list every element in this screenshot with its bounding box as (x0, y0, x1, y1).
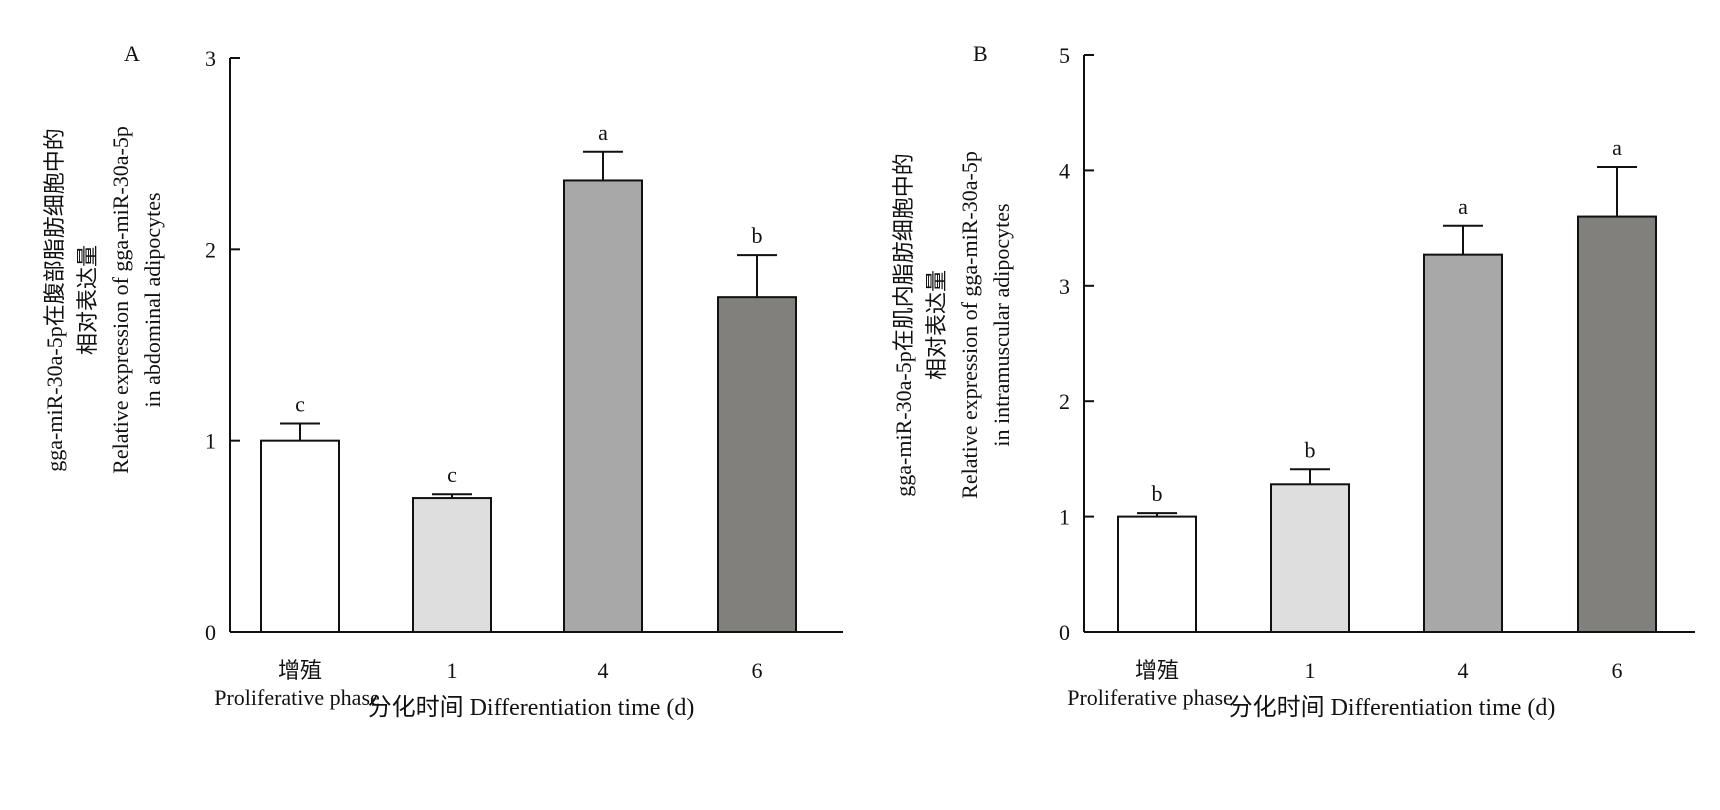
panel-b-bar-1 (1270, 483, 1350, 633)
panel-a-label: A (124, 41, 140, 66)
panel-b-chart: B gga-miR-30a-5p在肌内脂肪细胞中的 相对表达量 Relative… (891, 41, 1695, 721)
panel-a-ytick-label: 3 (205, 46, 216, 71)
panel-a-significance-3: b (752, 223, 763, 248)
panel-a-ylabel-zh-2: 相对表达量 (75, 245, 100, 355)
panel-b-category-0: 增殖 (1135, 658, 1179, 683)
panel-a-significance-2: a (598, 120, 608, 145)
panel-b-significance-3: a (1612, 135, 1622, 160)
panel-a-ytick-label: 0 (205, 620, 216, 645)
panel-a-bar-0 (260, 439, 340, 633)
panel-b-ytick-label: 2 (1059, 389, 1070, 414)
panel-b-ytick-label: 4 (1059, 158, 1070, 183)
panel-b-significance-2: a (1458, 194, 1468, 219)
panel-a-xlabel: 分化时间 Differentiation time (d) (368, 694, 695, 721)
panel-a-plot-area: 0 1 2 3 c 增殖 c 1 a 4 b 6 (205, 46, 843, 683)
panel-b-ytick-label: 3 (1059, 274, 1070, 299)
panel-b-category-3: 6 (1612, 658, 1623, 683)
panel-b-ylabel-zh-1: gga-miR-30a-5p在肌内脂肪细胞中的 (891, 153, 916, 496)
panel-b-plot-area: 0 1 2 3 4 5 b 增殖 b 1 a 4 a 6 (1059, 43, 1695, 683)
panel-a-category-sublabel: Proliferative phase (214, 685, 380, 710)
panel-a-significance-0: c (295, 391, 305, 416)
panel-a-bar-3 (717, 296, 797, 633)
panel-a-ylabel-zh-1: gga-miR-30a-5p在腹部脂肪细胞中的 (42, 128, 67, 471)
panel-a-category-1: 1 (447, 658, 458, 683)
panel-a-category-2: 4 (598, 658, 609, 683)
panel-b-ytick-label: 5 (1059, 43, 1070, 68)
panel-b-ytick-label: 1 (1059, 505, 1070, 530)
panel-b-bar-3 (1577, 215, 1657, 633)
panel-a-ylabel-en-2: in abdominal adipocytes (140, 192, 165, 407)
panel-b-category-2: 4 (1458, 658, 1469, 683)
panel-a-bar-1 (412, 497, 492, 634)
panel-b-significance-0: b (1152, 481, 1163, 506)
panel-b-ylabel-zh-2: 相对表达量 (924, 270, 949, 380)
panel-b-ytick-label: 0 (1059, 620, 1070, 645)
panel-b-label: B (973, 41, 988, 66)
panel-a-category-3: 6 (752, 658, 763, 683)
panel-b-ylabel-en-1: Relative expression of gga-miR-30a-5p (957, 151, 982, 499)
panel-a-significance-1: c (447, 462, 457, 487)
panel-a-ytick-label: 1 (205, 429, 216, 454)
panel-a-ylabel-en-1: Relative expression of gga-miR-30a-5p (108, 126, 133, 474)
panel-b-xlabel: 分化时间 Differentiation time (d) (1229, 694, 1556, 721)
panel-b-significance-1: b (1305, 437, 1316, 462)
panel-a-bar-2 (563, 179, 643, 633)
panel-b-category-1: 1 (1305, 658, 1316, 683)
panel-b-bar-0 (1117, 515, 1197, 633)
panel-a-category-0: 增殖 (278, 658, 322, 683)
panel-b-category-sublabel: Proliferative phase (1067, 685, 1233, 710)
panel-a-ytick-label: 2 (205, 237, 216, 262)
panel-b-ylabel-en-2: in intramuscular adipocytes (989, 203, 1014, 446)
panel-b-bar-2 (1423, 253, 1503, 633)
panel-a-chart: A gga-miR-30a-5p在腹部脂肪细胞中的 相对表达量 Relative… (42, 41, 843, 721)
